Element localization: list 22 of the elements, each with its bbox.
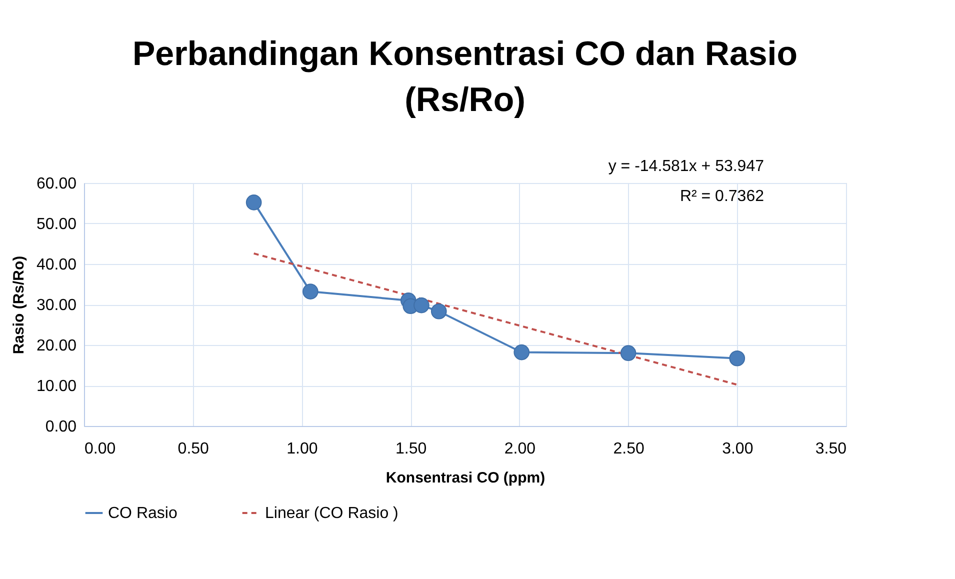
x-tick-label: 0.50	[178, 440, 210, 458]
y-tick-label: 0.00	[45, 418, 77, 436]
chart-title: Perbandingan Konsentrasi CO dan Rasio (Rs/Ro)	[132, 35, 798, 119]
annotation: R² = 0.7362	[680, 188, 764, 205]
text: y = -14.581x + 53.947	[608, 158, 764, 175]
y-tick-label: 40.00	[36, 256, 77, 274]
x-tick-label: 1.00	[286, 440, 318, 458]
x-tick-label: 3.00	[722, 440, 754, 458]
x-axis-title: Konsentrasi CO (ppm)	[386, 470, 546, 486]
x-tick-label: 2.00	[504, 440, 536, 458]
legend-label: CO Rasio	[108, 505, 178, 522]
y-tick-label: 10.00	[36, 378, 77, 395]
y-tick-label: 30.00	[36, 297, 77, 314]
y-tick-label: 60.00	[36, 176, 77, 192]
x-tick-label: 2.50	[613, 440, 644, 458]
y-axis-title: Rasio (Rs/Ro)	[10, 256, 28, 354]
x-tick-label: 0.00	[84, 440, 116, 458]
x-tick-label: 3.50	[815, 440, 847, 458]
y-tick-label: 50.00	[36, 216, 77, 233]
legend-label: Linear (CO Rasio )	[265, 505, 398, 522]
y-tick-label: 20.00	[36, 338, 77, 354]
x-tick-label: 1.50	[396, 440, 427, 458]
